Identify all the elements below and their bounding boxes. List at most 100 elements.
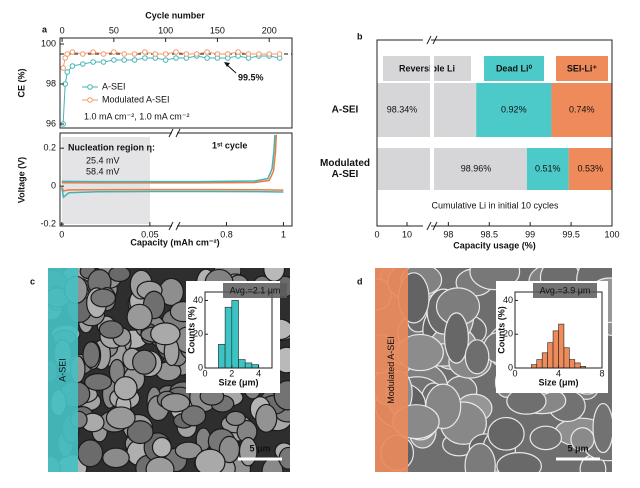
- bar-segment: [551, 83, 612, 137]
- data-point: [224, 51, 231, 57]
- legend-swatch: [484, 56, 544, 81]
- x-tick-label: 98.5: [481, 229, 499, 239]
- value-label: 0.92%: [501, 104, 527, 114]
- value-label: 98.96%: [461, 163, 492, 173]
- y-tick-label: 0: [51, 181, 56, 191]
- data-point: [121, 51, 128, 57]
- grain: [496, 452, 543, 472]
- series-annotation: 25.4 mV: [86, 155, 120, 165]
- data-point: [100, 51, 107, 57]
- x-axis-label: Capacity (mAh cm⁻²): [130, 237, 219, 247]
- data-point: [266, 51, 273, 57]
- scale-bar-label: 5 μm: [567, 443, 588, 453]
- grain: [194, 448, 226, 472]
- data-point: [69, 49, 76, 55]
- x-tick-label: 200: [262, 25, 277, 35]
- histogram-bar: [536, 359, 543, 369]
- grain: [443, 312, 469, 364]
- y-tick-label: 96: [46, 118, 56, 128]
- grain: [126, 420, 154, 445]
- axis-break: [423, 224, 431, 228]
- histogram-bar: [563, 347, 570, 369]
- break-mark: [175, 128, 181, 138]
- plot-frame: [376, 39, 613, 227]
- x-tick-label: 98: [443, 229, 453, 239]
- data-point: [142, 55, 148, 61]
- data-point: [90, 59, 96, 65]
- y-tick-label: 20: [193, 329, 203, 339]
- axis-break: [172, 224, 177, 228]
- value-label: 0.53%: [578, 163, 604, 173]
- axis-break: [430, 38, 434, 228]
- series-line: [61, 134, 284, 192]
- grain: [105, 406, 136, 430]
- x-tick-label: 8: [599, 368, 604, 378]
- data-point: [111, 57, 117, 63]
- break-mark: [426, 35, 432, 45]
- grain: [180, 405, 207, 427]
- annotation-box: [223, 283, 287, 298]
- legend-marker: [87, 84, 93, 90]
- series-annotation: 58.4 mV: [86, 166, 120, 176]
- legend-label: Dead Li⁰: [496, 63, 533, 73]
- grain: [145, 456, 175, 472]
- annotation: Avg.=3.9 μm: [540, 285, 591, 295]
- grain: [529, 425, 563, 451]
- x-tick-label: 4: [556, 368, 561, 378]
- x-tick-label: 0: [374, 229, 379, 239]
- break-mark: [432, 221, 438, 231]
- data-point: [204, 49, 210, 55]
- x-tick-label: 2: [229, 368, 234, 378]
- data-point: [204, 55, 210, 61]
- histogram-bar: [224, 306, 233, 369]
- scale-bar-label: 5 μm: [249, 443, 270, 453]
- data-point: [79, 51, 86, 57]
- break-mark: [426, 221, 432, 231]
- grain: [102, 447, 130, 469]
- plot-frame: [59, 37, 293, 129]
- y-axis-label: Counts (%): [496, 306, 506, 354]
- x-tick-label: 99.5: [562, 229, 580, 239]
- legend-swatch: [556, 56, 608, 81]
- legend-marker: [87, 97, 93, 103]
- grain: [255, 403, 278, 433]
- bar-segment: [377, 148, 527, 190]
- grain: [98, 320, 124, 339]
- histogram-bar: [218, 344, 226, 369]
- bar-segment: [476, 83, 552, 137]
- bar-segment: [568, 148, 612, 190]
- y-axis-label: CE (%): [16, 68, 26, 97]
- grain: [108, 268, 131, 283]
- image-label: Modulated A-SEI: [386, 336, 396, 404]
- grain: [90, 288, 116, 308]
- data-point: [90, 49, 96, 55]
- grain: [77, 439, 104, 468]
- y-tick-label: 40: [503, 295, 513, 305]
- data-point: [183, 51, 190, 57]
- legend-label: Reversible Li: [399, 63, 455, 73]
- bar-segment: [377, 83, 477, 137]
- grain: [263, 268, 286, 282]
- value-label: 0.74%: [569, 104, 595, 114]
- annotation: Avg.=2.1 μm: [230, 285, 281, 295]
- grain: [113, 376, 138, 401]
- data-point: [64, 69, 71, 75]
- x-tick-label: 0: [59, 229, 64, 239]
- y-tick-label: 100: [41, 38, 56, 48]
- grain: [225, 410, 246, 427]
- data-point: [100, 59, 107, 65]
- data-point: [256, 51, 262, 57]
- series-line: [61, 134, 284, 199]
- note: Cumulative Li in initial 10 cycles: [431, 200, 559, 210]
- x-axis-label: Size (μm): [218, 377, 258, 387]
- x-tick-label: 99: [525, 229, 535, 239]
- value-label: 98.34%: [387, 104, 418, 114]
- condition-label: 1.0 mA cm⁻², 1.0 mA cm⁻²: [84, 111, 190, 121]
- break-mark: [432, 35, 438, 45]
- arrow-head: [224, 62, 230, 67]
- x-tick-label: 100: [158, 25, 173, 35]
- histogram-bar: [541, 352, 548, 369]
- data-point: [193, 51, 200, 57]
- grain: [132, 349, 157, 375]
